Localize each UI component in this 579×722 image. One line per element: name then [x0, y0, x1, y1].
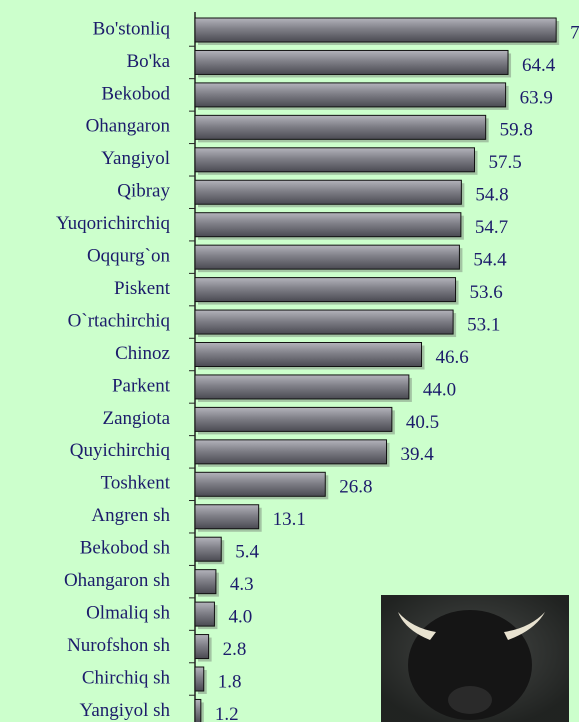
bar: [195, 505, 259, 529]
value-label: 1.8: [218, 671, 242, 692]
value-label: 54.7: [475, 217, 508, 238]
bar: [195, 245, 459, 269]
value-label: 4.0: [228, 606, 252, 627]
bar: [195, 440, 387, 464]
category-label: Ohangaron: [86, 116, 171, 137]
bar: [195, 570, 216, 594]
category-label: Chirchiq sh: [82, 667, 171, 688]
value-label: 5.4: [235, 542, 259, 563]
category-label: Parkent: [112, 375, 171, 396]
bar: [195, 537, 221, 561]
category-label: Olmaliq sh: [86, 602, 170, 623]
page: {"chart_data": {"type": "bar", "orientat…: [0, 0, 579, 722]
bar: [195, 83, 506, 107]
value-label: 26.8: [339, 477, 372, 498]
value-label: 4.3: [230, 574, 254, 595]
value-label: 63.9: [520, 87, 553, 108]
category-label: Qibray: [117, 181, 170, 202]
chart: Bo'stonliq 74.3 Bo'ka 64.4 Bekobod 63.9 Ohanga…: [0, 0, 579, 722]
category-label: Yuqorichirchiq: [56, 213, 170, 234]
bar: [195, 115, 486, 139]
category-label: Angren sh: [91, 505, 170, 526]
value-label: 40.5: [406, 412, 439, 433]
bar: [195, 18, 556, 42]
value-label: 54.8: [475, 185, 508, 206]
category-label: O`rtachirchiq: [68, 310, 171, 331]
category-label: Yangiyol sh: [80, 700, 171, 721]
category-label: Chinoz: [115, 343, 170, 364]
category-label: Bo'stonliq: [93, 18, 171, 39]
bar: [195, 148, 474, 172]
value-label: 53.6: [470, 282, 503, 303]
category-label: Piskent: [114, 278, 171, 299]
value-label: 46.6: [436, 347, 469, 368]
bar: [195, 667, 204, 691]
photo: [381, 595, 569, 722]
bar: [195, 310, 453, 334]
category-label: Nurofshon sh: [67, 635, 170, 656]
category-label: Yangiyol: [101, 148, 170, 169]
bar: [195, 180, 461, 204]
bar: [195, 278, 456, 302]
value-label: 59.8: [500, 120, 533, 141]
value-label: 2.8: [223, 639, 247, 660]
value-label: 54.4: [473, 250, 507, 271]
bar: [195, 375, 409, 399]
category-label: Quyichirchiq: [70, 440, 171, 461]
bar: [195, 50, 508, 74]
value-label: 44.0: [423, 379, 456, 400]
bar: [195, 602, 214, 626]
category-label: Oqqurg`on: [87, 246, 171, 267]
category-label: Toshkent: [101, 473, 171, 494]
bar: [195, 635, 209, 659]
bar: [195, 472, 325, 496]
bar: [195, 407, 392, 431]
value-label: 13.1: [273, 509, 306, 530]
value-label: 1.2: [215, 704, 239, 722]
value-label: 53.1: [467, 314, 500, 335]
category-label: Bo'ka: [126, 51, 170, 72]
category-label: Zangiota: [102, 408, 170, 429]
bar: [195, 343, 422, 367]
value-label: 74.3: [570, 22, 579, 43]
value-label: 39.4: [401, 444, 435, 465]
value-label: 57.5: [488, 152, 521, 173]
category-label: Bekobod: [101, 83, 170, 104]
value-label: 64.4: [522, 55, 556, 76]
bar: [195, 213, 461, 237]
category-label: Bekobod sh: [80, 538, 171, 559]
bar: [195, 699, 201, 722]
category-label: Ohangaron sh: [64, 570, 171, 591]
